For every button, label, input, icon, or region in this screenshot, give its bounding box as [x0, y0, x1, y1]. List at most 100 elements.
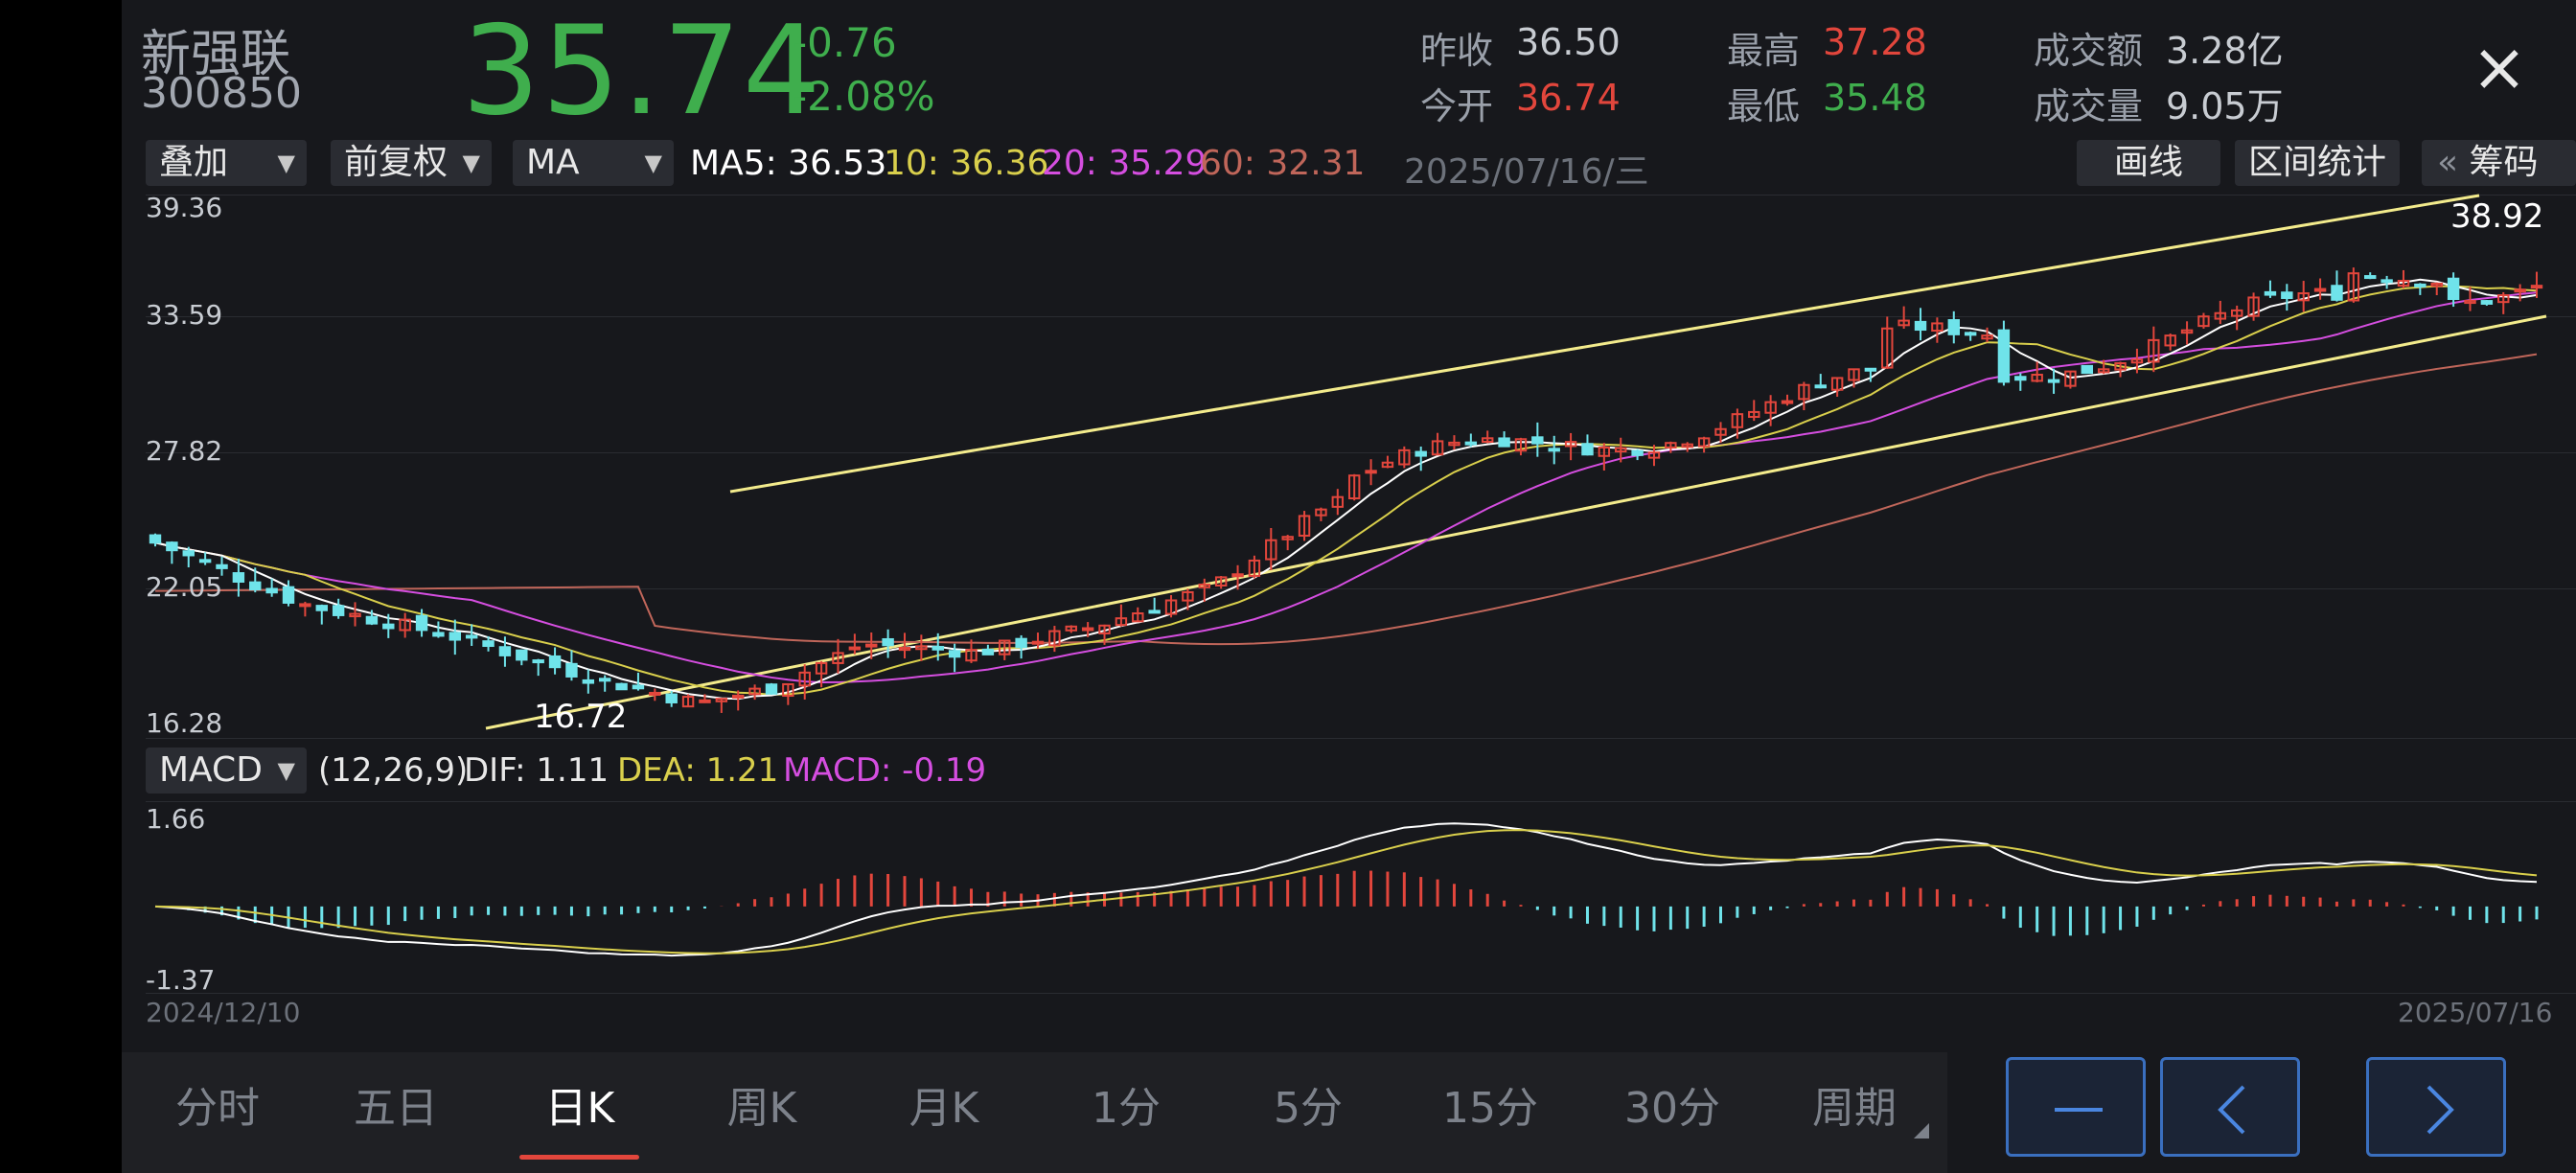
candle-body: [2480, 300, 2494, 305]
candle-body: [1098, 624, 1111, 634]
candle-body: [1764, 401, 1777, 414]
scroll-left-button[interactable]: [2160, 1057, 2300, 1157]
candle-body: [532, 659, 544, 664]
candle-body: [2447, 277, 2460, 300]
low-marker-label: 16.72: [534, 698, 628, 736]
indicator-dropdown[interactable]: MA ▼: [513, 140, 674, 186]
candle-body: [1298, 515, 1311, 537]
tab-15min[interactable]: 15分: [1442, 1084, 1538, 1133]
candle-body: [2264, 290, 2277, 296]
candle-body: [598, 678, 611, 682]
candles: [149, 267, 2543, 713]
current-price: 35.74: [462, 0, 823, 143]
adjust-dropdown[interactable]: 前复权 ▼: [331, 140, 492, 186]
tab-period[interactable]: 周期: [1812, 1084, 1897, 1133]
candle-body: [332, 605, 345, 616]
active-tab-underline: [519, 1155, 639, 1160]
candle-body: [832, 652, 844, 664]
amount-label: 成交额: [2034, 30, 2144, 72]
candle-body: [1947, 319, 1960, 335]
draw-line-button[interactable]: 画线: [2077, 140, 2220, 186]
end-date: 2025/07/16: [2398, 997, 2553, 1028]
tab-1min[interactable]: 1分: [1092, 1084, 1161, 1133]
macd-y-bottom: -1.37: [146, 964, 216, 996]
tab-5min[interactable]: 5分: [1274, 1084, 1343, 1133]
stock-code: 300850: [141, 69, 302, 118]
y-tick-label: 39.36: [146, 192, 223, 223]
candle-body: [782, 682, 794, 698]
chips-button[interactable]: « 筹码: [2422, 140, 2576, 186]
candle-body: [882, 637, 894, 647]
amount-value: 3.28亿: [2166, 30, 2284, 72]
caret-down-icon: ▼: [462, 150, 480, 176]
ma20-value: 20: 35.29: [1042, 144, 1208, 183]
start-date: 2024/12/10: [146, 997, 301, 1028]
candle-body: [798, 671, 811, 687]
tab-monthly-k[interactable]: 月K: [908, 1084, 979, 1133]
candle-body: [1448, 441, 1460, 447]
ma60-value: 60: 32.31: [1200, 144, 1366, 183]
candle-body: [2497, 294, 2510, 304]
close-icon[interactable]: ×: [2471, 28, 2528, 106]
candle-body: [2430, 282, 2443, 288]
tab-daily-k[interactable]: 日K: [544, 1084, 615, 1133]
candle-body: [182, 550, 195, 557]
candle-body: [1198, 583, 1211, 588]
candle-body: [2530, 285, 2543, 289]
chevron-left-icon: [2218, 1085, 2245, 1135]
stock-name: 新强联: [141, 26, 291, 83]
high-label: 最高: [1727, 30, 1801, 72]
tab-five-day[interactable]: 五日: [354, 1084, 438, 1133]
ma10-line: [154, 285, 2538, 696]
candle-body: [1182, 590, 1194, 602]
ma60-line: [154, 353, 2538, 646]
low-value: 35.48: [1823, 77, 1927, 119]
grid-line: [146, 452, 2576, 453]
candle-body: [999, 639, 1011, 656]
kline-chart[interactable]: [122, 0, 2576, 1173]
candle-body: [465, 634, 478, 639]
overlay-dropdown[interactable]: 叠加 ▼: [146, 140, 307, 186]
macd-y-top: 1.66: [146, 803, 206, 835]
prev-close-label: 昨收: [1420, 30, 1494, 72]
candle-body: [1132, 612, 1144, 623]
macd-dropdown[interactable]: MACD ▼: [146, 748, 307, 794]
candle-body: [932, 646, 944, 651]
grid-line: [146, 316, 2576, 317]
candle-body: [699, 699, 711, 703]
candle-body: [1281, 536, 1294, 540]
candle-body: [1931, 322, 1944, 333]
tab-weekly-k[interactable]: 周K: [726, 1084, 797, 1133]
candle-body: [1214, 576, 1228, 586]
candle-body: [1548, 448, 1560, 452]
candle-body: [548, 655, 562, 669]
candle-body: [249, 581, 262, 591]
candle-body: [615, 682, 628, 691]
candle-body: [498, 646, 512, 656]
candle-body: [1898, 319, 1910, 327]
y-tick-label: 33.59: [146, 299, 223, 331]
candle-body: [2081, 364, 2094, 375]
interval-stats-button[interactable]: 区间统计: [2235, 140, 2400, 186]
candle-body: [232, 572, 245, 584]
candle-body: [2380, 279, 2393, 284]
macd-label: MACD: [159, 750, 263, 790]
candle-body: [2214, 311, 2227, 320]
tab-intraday[interactable]: 分时: [175, 1084, 260, 1133]
candle-body: [1581, 443, 1594, 456]
candle-body: [1781, 400, 1794, 404]
tab-30min[interactable]: 30分: [1624, 1084, 1720, 1133]
candle-body: [349, 612, 361, 618]
scroll-right-button[interactable]: [2366, 1057, 2506, 1157]
candle-body: [1381, 461, 1394, 469]
caret-down-icon: ▼: [277, 150, 295, 176]
volume-label: 成交量: [2034, 85, 2144, 127]
selected-date: 2025/07/16/三: [1404, 152, 1649, 192]
price-change: -0.76: [793, 19, 897, 66]
zoom-out-button[interactable]: [2006, 1057, 2146, 1157]
prev-close-value: 36.50: [1516, 21, 1621, 63]
caret-down-icon: ▼: [644, 150, 662, 176]
grid-line: [146, 993, 2576, 994]
candle-body: [198, 559, 212, 564]
volume-value: 9.05万: [2166, 85, 2284, 127]
